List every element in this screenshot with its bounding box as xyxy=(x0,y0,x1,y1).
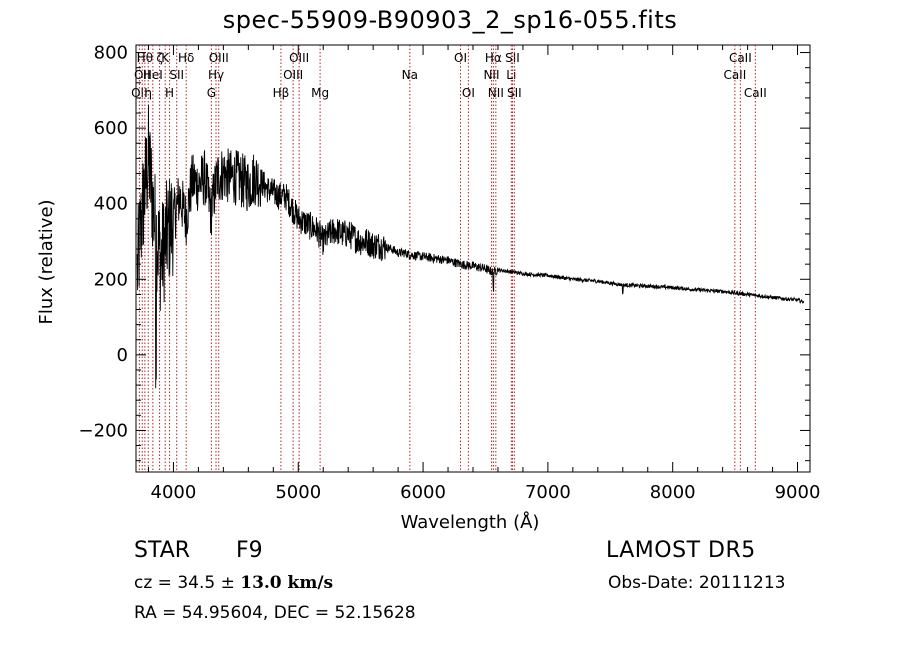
redshift-readout: cz = 34.5 ± 13.0 km/s xyxy=(134,573,333,593)
coordinates-readout: RA = 54.95604, DEC = 52.15628 xyxy=(134,603,416,623)
marker-label: SII xyxy=(169,68,184,82)
marker-label: SII xyxy=(507,86,522,100)
marker-label: CaII xyxy=(723,68,746,82)
y-tick-label: 200 xyxy=(94,269,128,290)
y-tick-label: 0 xyxy=(117,345,128,366)
marker-label: OII xyxy=(131,86,148,100)
marker-label: Hβ xyxy=(273,86,290,100)
observation-date: Obs-Date: 20111213 xyxy=(608,573,786,593)
y-tick-label: 400 xyxy=(94,194,128,215)
marker-label: Hθ xyxy=(137,51,153,65)
marker-label: NII xyxy=(488,86,504,100)
marker-label: NII xyxy=(483,68,499,82)
marker-label: Mg xyxy=(311,86,329,100)
marker-label: η xyxy=(144,86,152,100)
survey-name: LAMOST DR5 xyxy=(606,538,756,563)
line-markers: OII OII Hθ η HeI ζK H SII Hδ G Hγ OIII Hβ OIII OIII Mg N… xyxy=(131,45,767,472)
axes: 4000 5000 6000 7000 8000 9000 −200 0 200 400 600 80… xyxy=(79,43,821,503)
x-tick-label: 7000 xyxy=(525,482,571,503)
x-tick-label: 5000 xyxy=(275,482,321,503)
x-tick-label: 9000 xyxy=(775,482,821,503)
y-axis-label: Flux (relative) xyxy=(36,199,57,324)
marker-label: OIII xyxy=(289,51,309,65)
marker-label: CaII xyxy=(729,51,752,65)
redshift-value: 13.0 km/s xyxy=(240,573,334,593)
marker-label: Hδ xyxy=(178,51,194,65)
redshift-prefix: cz = 34.5 ± xyxy=(134,573,241,593)
x-tick-label: 4000 xyxy=(151,482,197,503)
object-class: STAR xyxy=(134,538,191,563)
marker-label: Na xyxy=(402,68,418,82)
marker-label: Li xyxy=(506,68,516,82)
y-tick-label: 800 xyxy=(94,43,128,64)
marker-label: Hγ xyxy=(208,68,224,82)
marker-label: K xyxy=(161,51,170,65)
marker-label: OI xyxy=(462,86,475,100)
marker-label: OIII xyxy=(283,68,303,82)
marker-label: G xyxy=(207,86,216,100)
y-tick-label: 600 xyxy=(94,118,128,139)
x-axis-label: Wavelength (Å) xyxy=(401,511,540,533)
marker-label: ζ xyxy=(156,51,163,65)
x-tick-label: 8000 xyxy=(650,482,696,503)
marker-label: HeI xyxy=(143,68,163,82)
marker-label: OI xyxy=(454,51,467,65)
marker-label: SII xyxy=(505,51,520,65)
marker-label: CaII xyxy=(744,86,767,100)
marker-label: Hα xyxy=(485,51,502,65)
chart-title: spec-55909-B90903_2_sp16-055.fits xyxy=(222,6,678,34)
spectrum-line xyxy=(136,104,805,389)
object-subclass: F9 xyxy=(236,538,263,563)
x-tick-label: 6000 xyxy=(400,482,446,503)
y-tick-label: −200 xyxy=(79,420,128,441)
marker-label: H xyxy=(165,86,174,100)
plot-frame xyxy=(135,44,811,473)
marker-label: OIII xyxy=(209,51,229,65)
marker-label: OII xyxy=(134,68,151,82)
